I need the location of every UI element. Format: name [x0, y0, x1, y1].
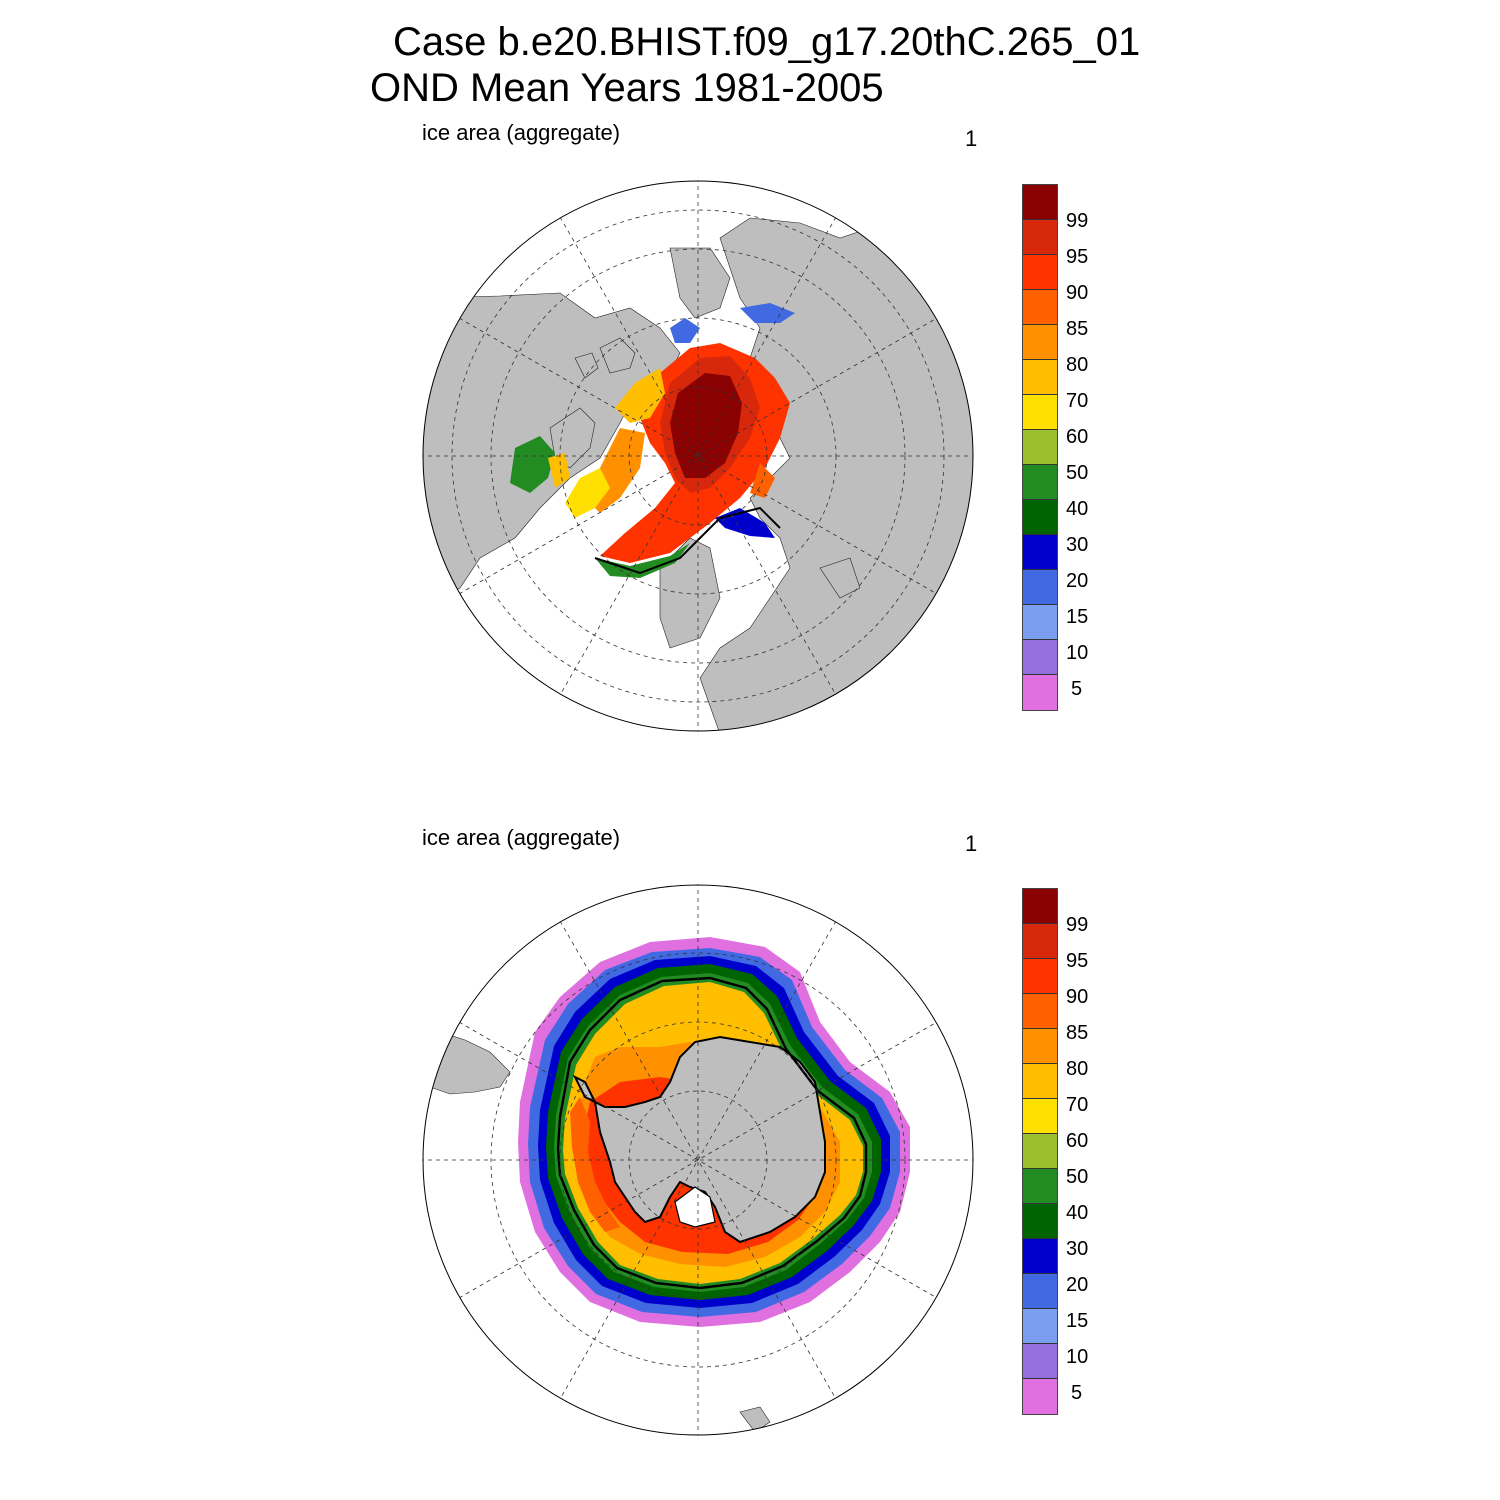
colorbar-south-box: [1023, 1169, 1057, 1204]
colorbar-north-label: 50: [1066, 462, 1089, 484]
colorbar-south-label: 20: [1066, 1274, 1089, 1296]
colorbar-south-box: [1023, 1134, 1057, 1169]
colorbar-north-box: [1023, 290, 1057, 325]
colorbar-north-box: [1023, 185, 1057, 220]
colorbar-south-box: [1023, 1379, 1057, 1414]
colorbar-north-label: 15: [1066, 606, 1089, 628]
colorbar-south-box: [1023, 1274, 1057, 1309]
colorbar-north-label: 5: [1071, 678, 1083, 700]
panel-label-north: ice area (aggregate): [422, 120, 621, 145]
colorbar-south-label: 5: [1071, 1382, 1083, 1404]
colorbar-north-label: 70: [1066, 390, 1089, 412]
north-polar-map: [422, 180, 974, 732]
colorbar-south-box: [1023, 1099, 1057, 1134]
colorbar-north-box: [1023, 395, 1057, 430]
colorbar-north-label: 85: [1066, 318, 1089, 340]
colorbar-north-box: [1023, 430, 1057, 465]
colorbar-south-box: [1023, 924, 1057, 959]
colorbar-south-label: 30: [1066, 1238, 1089, 1260]
colorbar-north-label: 95: [1066, 246, 1089, 268]
colorbar-south-label: 99: [1066, 914, 1089, 936]
colorbar-north-label: 20: [1066, 570, 1089, 592]
colorbar-north-label: 99: [1066, 210, 1089, 232]
map-border-south: [422, 884, 974, 1436]
colorbar-south-label: 15: [1066, 1310, 1089, 1332]
colorbar-south-label: 60: [1066, 1130, 1089, 1152]
colorbar-south-box: [1023, 889, 1057, 924]
colorbar-north-box: [1023, 360, 1057, 395]
ice-edge-north: [594, 506, 781, 575]
panel-label-south: ice area (aggregate): [422, 825, 621, 850]
ice-shelf-gap: [674, 1186, 716, 1228]
colorbar-north-box: [1023, 500, 1057, 535]
ice-edge-south: [556, 976, 868, 1290]
colorbar-north-box: [1023, 535, 1057, 570]
colorbar-south-box: [1023, 1239, 1057, 1274]
colorbar-north-label: 80: [1066, 354, 1089, 376]
antarctica-landmass: [572, 1035, 826, 1244]
panel-number-south: 1: [965, 831, 978, 856]
graticule-north: [423, 181, 973, 731]
colorbar-north-label: 60: [1066, 426, 1089, 448]
colorbar-north-label: 40: [1066, 498, 1089, 520]
figure-title-period: OND Mean Years 1981-2005: [370, 66, 884, 110]
colorbar-north: [1022, 184, 1058, 711]
colorbar-south-label: 40: [1066, 1202, 1089, 1224]
colorbar-south-box: [1023, 994, 1057, 1029]
colorbar-south-label: 70: [1066, 1094, 1089, 1116]
colorbar-north-box: [1023, 220, 1057, 255]
colorbar-north-box: [1023, 675, 1057, 710]
colorbar-south-label: 90: [1066, 986, 1089, 1008]
south-polar-map: [422, 884, 974, 1436]
colorbar-south-box: [1023, 1344, 1057, 1379]
colorbar-north-box: [1023, 640, 1057, 675]
colorbar-south-box: [1023, 1309, 1057, 1344]
panel-number-north: 1: [965, 126, 978, 151]
figure-title-case: Case b.e20.BHIST.f09_g17.20thC.265_01: [393, 20, 1141, 64]
colorbar-north-box: [1023, 570, 1057, 605]
colorbar-north-box: [1023, 255, 1057, 290]
colorbar-south-box: [1023, 959, 1057, 994]
colorbar-south-box: [1023, 1029, 1057, 1064]
colorbar-north-label: 10: [1066, 642, 1089, 664]
colorbar-south-box: [1023, 1204, 1057, 1239]
colorbar-north-label: 90: [1066, 282, 1089, 304]
colorbar-south: [1022, 888, 1058, 1415]
colorbar-north-box: [1023, 465, 1057, 500]
colorbar-south-label: 50: [1066, 1166, 1089, 1188]
colorbar-south-label: 85: [1066, 1022, 1089, 1044]
small-island: [739, 1406, 771, 1433]
graticule-south: [423, 885, 973, 1435]
colorbar-north-box: [1023, 325, 1057, 360]
colorbar-north-box: [1023, 605, 1057, 640]
colorbar-north-label: 30: [1066, 534, 1089, 556]
colorbar-south-label: 10: [1066, 1346, 1089, 1368]
sea-ice-north: [510, 303, 795, 578]
colorbar-south-box: [1023, 1064, 1057, 1099]
colorbar-south-label: 80: [1066, 1058, 1089, 1080]
colorbar-south-label: 95: [1066, 950, 1089, 972]
map-border-north: [422, 180, 974, 732]
